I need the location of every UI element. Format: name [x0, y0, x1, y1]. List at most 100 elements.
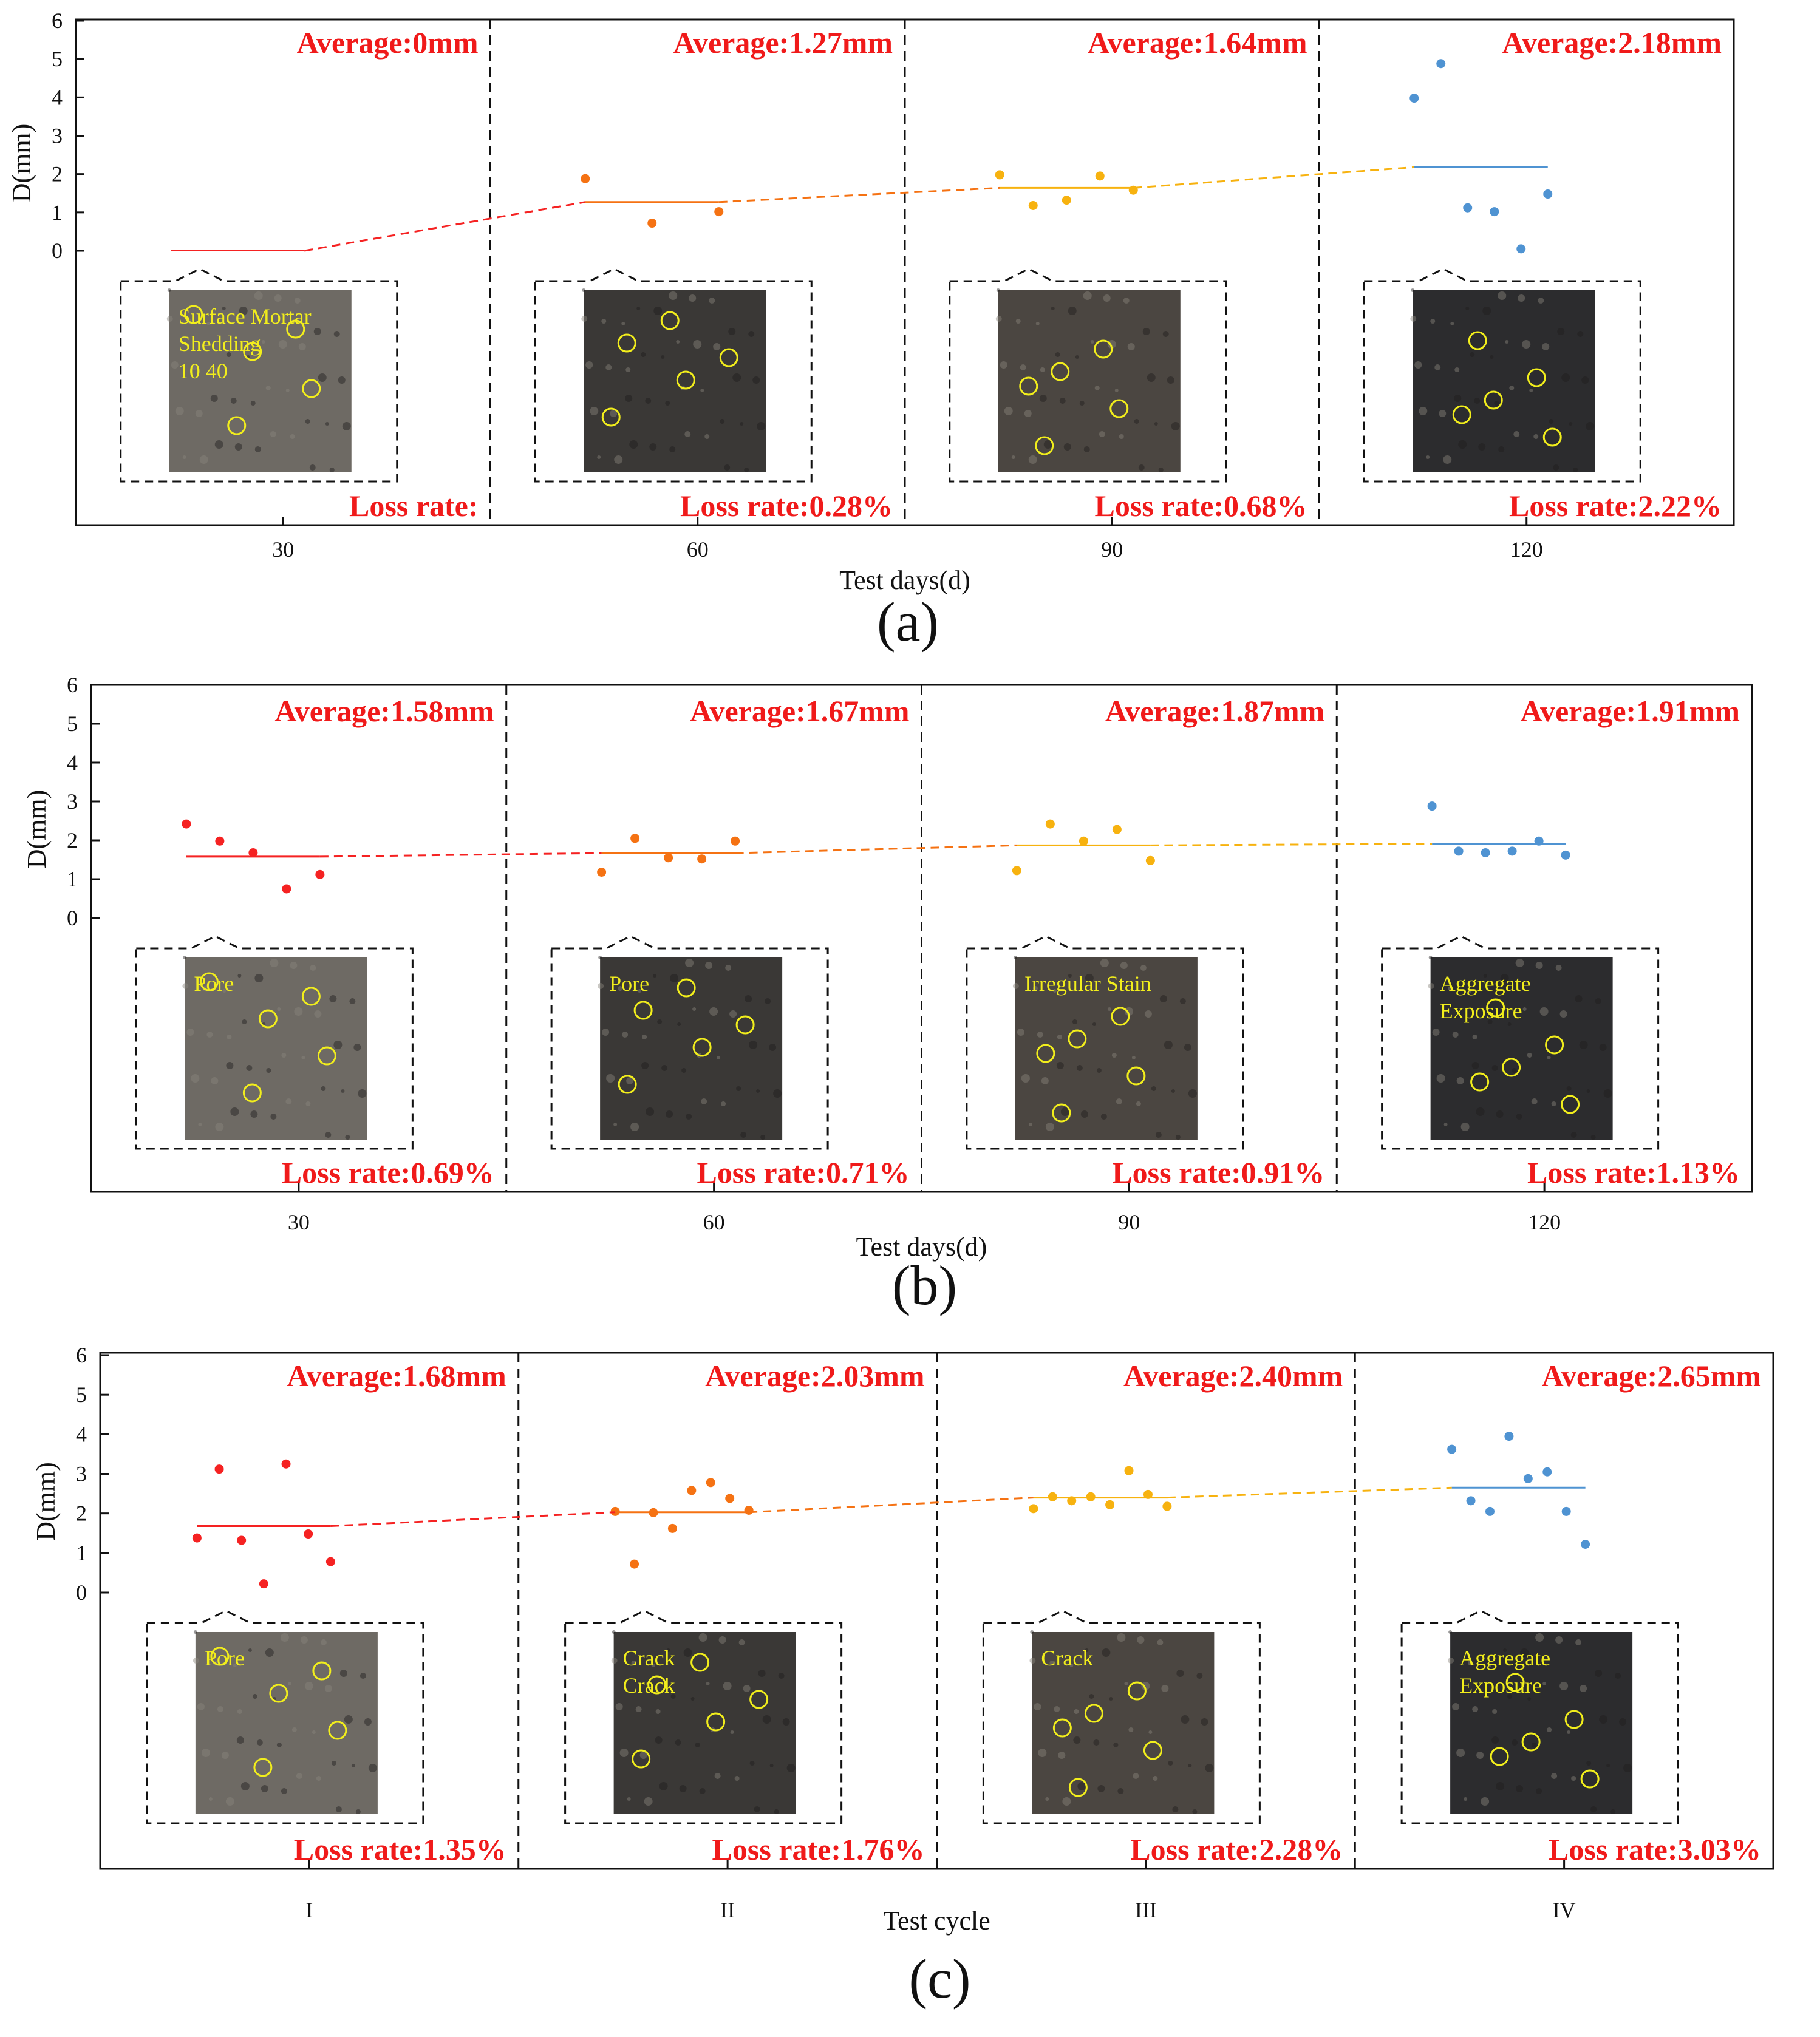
data-point	[725, 1494, 735, 1503]
photo-texture	[1595, 998, 1601, 1004]
photo-texture	[1038, 1749, 1047, 1757]
photo-texture	[1041, 1077, 1049, 1084]
photo-texture	[1547, 1727, 1552, 1732]
photo-texture	[1452, 1703, 1460, 1710]
photo-texture	[1123, 298, 1130, 304]
photo-texture	[214, 440, 223, 449]
photo-texture	[758, 1670, 766, 1677]
photo-texture	[1515, 959, 1524, 967]
photo-texture	[760, 1135, 766, 1140]
photo-texture	[598, 956, 602, 959]
photo-texture	[183, 956, 187, 959]
photo-texture	[252, 1694, 257, 1699]
inset-dashed-frame	[1381, 935, 1660, 1150]
photo-texture	[1000, 361, 1007, 369]
photo-texture	[175, 407, 184, 415]
photo-texture	[1034, 1703, 1041, 1710]
y-tick-label: 0	[67, 906, 78, 930]
photo-texture	[676, 340, 680, 344]
defect-marker	[312, 1661, 332, 1681]
photo-texture	[201, 1749, 210, 1757]
photo-texture	[287, 1682, 291, 1685]
photo-texture	[1080, 1110, 1088, 1118]
photo-texture	[1498, 446, 1505, 452]
photo-texture	[669, 446, 676, 452]
photo-texture	[613, 1123, 618, 1126]
y-tick-label: 1	[52, 200, 63, 225]
photo-texture	[1201, 1718, 1208, 1726]
panel-label: (c)	[908, 1948, 970, 2010]
photo-texture	[743, 1685, 751, 1692]
photo-texture	[193, 1658, 199, 1664]
loss-rate-label: Loss rate:0.91%	[1112, 1155, 1324, 1189]
photo-texture	[1136, 1101, 1141, 1106]
photo-texture	[1452, 1032, 1459, 1038]
photo-texture	[1102, 1648, 1111, 1657]
photo-texture	[261, 1785, 268, 1792]
photo-texture	[749, 1761, 755, 1766]
photo-texture	[1054, 1706, 1060, 1712]
data-point	[1029, 1504, 1038, 1514]
photo-texture	[1465, 307, 1470, 310]
photo-texture	[675, 1739, 681, 1746]
photo-texture	[193, 1630, 197, 1634]
defect-marker	[1545, 1035, 1564, 1055]
photo-texture	[349, 998, 356, 1004]
photo-texture	[226, 1062, 234, 1069]
defect-marker	[1126, 1066, 1146, 1086]
photo-texture	[226, 352, 231, 357]
photo-texture	[208, 1797, 213, 1801]
photo-texture	[1157, 1639, 1164, 1645]
photo-texture	[1028, 1123, 1032, 1126]
data-point	[1112, 825, 1122, 834]
average-label: Average:1.87mm	[1105, 694, 1324, 728]
x-tick-label: 90	[1101, 537, 1123, 562]
photo-texture	[1491, 1736, 1499, 1744]
photo-texture	[195, 410, 203, 417]
photo-texture	[744, 468, 749, 472]
data-point	[281, 1459, 291, 1469]
photo-texture	[1138, 464, 1145, 471]
defect-marker	[302, 379, 321, 398]
photo-texture	[627, 1797, 631, 1801]
trend-connector	[1150, 843, 1433, 846]
photo-texture	[1049, 1661, 1055, 1665]
photo-texture	[1487, 1019, 1493, 1024]
photo-texture	[1595, 1670, 1603, 1677]
photo-texture	[1113, 1743, 1119, 1747]
defect-marker	[1468, 331, 1487, 350]
photo-texture	[1491, 1065, 1498, 1071]
defect-marker	[199, 972, 219, 991]
photo-texture	[304, 1682, 313, 1690]
y-tick-label: 5	[67, 712, 78, 736]
data-point	[1581, 1539, 1590, 1549]
photo-texture	[1153, 1776, 1158, 1781]
photo-texture	[645, 398, 652, 404]
photo-texture	[745, 995, 752, 1002]
photo-texture	[1426, 455, 1430, 459]
defect-marker	[1109, 399, 1129, 418]
specimen-photo	[600, 957, 783, 1140]
average-label: Average:1.27mm	[673, 26, 893, 60]
photo-texture	[210, 395, 218, 402]
specimen-photo-inset: Surface Mortar Shedding 10 40	[120, 268, 398, 483]
loss-rate-label: Loss rate:2.28%	[1130, 1832, 1343, 1866]
photo-texture	[625, 395, 633, 402]
photo-texture	[1159, 995, 1167, 1002]
inset-dashed-frame	[146, 1610, 424, 1824]
photo-texture	[636, 307, 641, 310]
photo-texture	[1496, 1782, 1505, 1790]
photo-annotation: Crack	[1041, 1646, 1093, 1670]
data-point	[1124, 1466, 1134, 1475]
data-point	[630, 834, 640, 843]
photo-texture	[622, 1032, 629, 1038]
photo-texture	[1557, 328, 1565, 335]
y-tick-label: 2	[52, 162, 63, 186]
photo-texture	[670, 974, 679, 982]
average-label: Average:2.03mm	[705, 1359, 924, 1393]
photo-texture	[732, 373, 741, 382]
photo-texture	[1055, 352, 1060, 357]
photo-annotation: Surface Mortar	[179, 304, 312, 328]
photo-texture	[310, 965, 316, 971]
data-point	[1504, 1432, 1514, 1441]
